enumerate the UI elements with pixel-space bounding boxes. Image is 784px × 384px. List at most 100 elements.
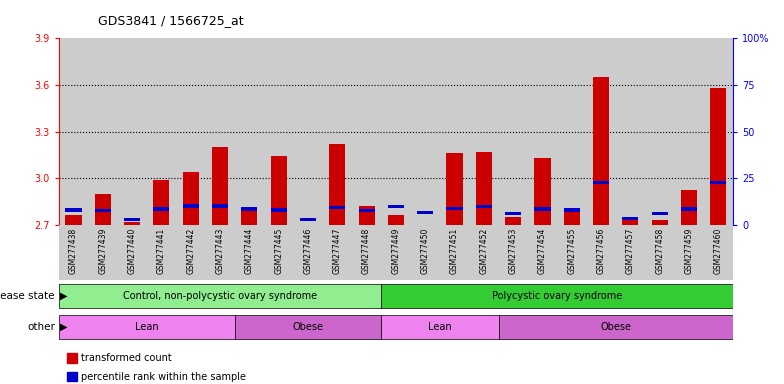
Text: other: other (27, 322, 55, 332)
Bar (124, 222, 140, 225)
Text: GSM277439: GSM277439 (98, 227, 107, 274)
Bar (645, 38, 674, 225)
Bar (681, 190, 697, 225)
Bar (154, 180, 169, 225)
Bar (586, 38, 615, 225)
Bar (323, 38, 352, 225)
Bar (381, 38, 411, 225)
Bar (241, 207, 257, 211)
Bar (447, 207, 463, 210)
Text: GSM277455: GSM277455 (568, 227, 576, 274)
Bar (505, 217, 521, 225)
Bar (469, 38, 499, 225)
Bar (358, 206, 375, 225)
Bar (499, 315, 733, 339)
Bar (183, 172, 199, 225)
Bar (476, 205, 492, 209)
Text: GSM277441: GSM277441 (157, 227, 166, 274)
Bar (710, 181, 727, 184)
Bar (118, 38, 147, 225)
Bar (417, 225, 434, 228)
Bar (381, 284, 733, 308)
Bar (440, 38, 469, 225)
Bar (417, 210, 434, 214)
Bar (270, 156, 287, 225)
Bar (329, 144, 346, 225)
Bar (118, 225, 147, 280)
Text: disease state: disease state (0, 291, 55, 301)
Bar (241, 211, 257, 225)
Text: GSM277451: GSM277451 (450, 227, 459, 274)
Text: GSM277443: GSM277443 (216, 227, 224, 274)
Bar (586, 225, 615, 280)
Bar (388, 215, 404, 225)
Bar (593, 77, 609, 225)
Bar (65, 208, 82, 212)
Bar (381, 225, 411, 280)
Bar (593, 181, 609, 184)
Bar (499, 225, 528, 280)
Bar (95, 194, 111, 225)
Bar (205, 38, 234, 225)
Bar (88, 225, 118, 280)
Text: GSM277459: GSM277459 (684, 227, 694, 274)
Bar (95, 209, 111, 212)
Bar (212, 147, 228, 225)
Text: GSM277446: GSM277446 (303, 227, 313, 274)
Bar (440, 225, 469, 280)
Bar (293, 225, 323, 280)
Bar (264, 225, 293, 280)
Bar (476, 152, 492, 225)
Text: GSM277444: GSM277444 (245, 227, 254, 274)
Bar (352, 225, 381, 280)
Text: GSM277457: GSM277457 (626, 227, 635, 274)
Text: Obese: Obese (292, 322, 324, 332)
Bar (59, 38, 88, 225)
Bar (704, 225, 733, 280)
Text: GSM277454: GSM277454 (538, 227, 547, 274)
Bar (205, 225, 234, 280)
Bar (234, 38, 264, 225)
Bar (59, 225, 88, 280)
Bar (358, 209, 375, 212)
Bar (411, 225, 440, 280)
Bar (674, 225, 704, 280)
Bar (329, 206, 346, 209)
Bar (447, 153, 463, 225)
Bar (323, 225, 352, 280)
Bar (124, 217, 140, 221)
Bar (59, 284, 381, 308)
Text: GSM277445: GSM277445 (274, 227, 283, 274)
Bar (147, 225, 176, 280)
Bar (622, 218, 638, 225)
Bar (622, 217, 638, 220)
Bar (234, 315, 381, 339)
Text: GSM277448: GSM277448 (362, 227, 371, 274)
Bar (615, 38, 645, 225)
Bar (505, 212, 521, 215)
Bar (535, 158, 550, 225)
Bar (381, 315, 499, 339)
Bar (147, 38, 176, 225)
Bar (88, 38, 118, 225)
Bar (234, 225, 264, 280)
Bar (59, 315, 234, 339)
Text: Obese: Obese (601, 322, 631, 332)
Bar (535, 207, 550, 211)
Bar (65, 215, 82, 225)
Bar (528, 38, 557, 225)
Text: Lean: Lean (135, 322, 158, 332)
Text: GSM277456: GSM277456 (597, 227, 605, 274)
Bar (264, 38, 293, 225)
Bar (183, 204, 199, 208)
Bar (176, 225, 205, 280)
Bar (469, 225, 499, 280)
Bar (652, 220, 668, 225)
Bar (176, 38, 205, 225)
Bar (154, 207, 169, 211)
Text: percentile rank within the sample: percentile rank within the sample (81, 372, 245, 382)
Bar (293, 38, 323, 225)
Text: ▶: ▶ (60, 291, 68, 301)
Text: GDS3841 / 1566725_at: GDS3841 / 1566725_at (98, 14, 244, 27)
Bar (710, 88, 727, 225)
